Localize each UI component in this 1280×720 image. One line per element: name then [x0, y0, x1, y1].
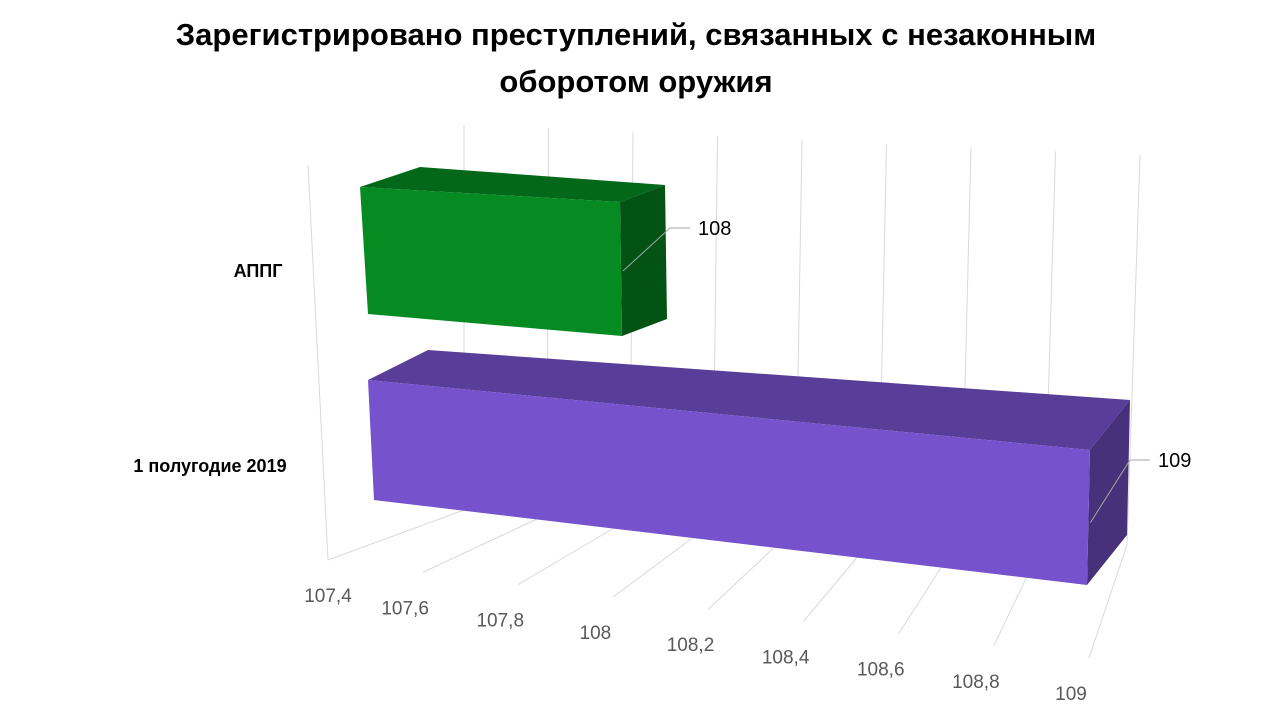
tick-label: 107,6	[381, 598, 429, 619]
category-label: 1 полугодие 2019	[133, 456, 286, 476]
category-label: АППГ	[234, 261, 283, 281]
bar-1	[368, 350, 1130, 585]
tick-label: 109	[1055, 684, 1087, 705]
bars	[360, 167, 1130, 585]
gridline-floor	[327, 509, 465, 561]
bar-front-face	[368, 380, 1090, 585]
data-labels: 108 109	[622, 218, 1191, 523]
bar-top-face	[360, 167, 665, 202]
bar-side-face	[1087, 400, 1130, 585]
tick-label: 107,8	[476, 611, 524, 632]
data-label: 108	[698, 218, 731, 240]
side-wall-edge	[307, 164, 329, 561]
bar-side-face	[620, 185, 667, 336]
chart-title-line-2: оборотом оружия	[499, 64, 772, 99]
data-label: 109	[1158, 450, 1191, 472]
data-label-leader	[1090, 459, 1150, 523]
tick-label: 108,4	[762, 647, 810, 668]
axis-floor	[307, 164, 329, 561]
gridline-floor	[1088, 544, 1128, 659]
tick-labels: 107,4 107,6 107,8 108 108,2 108,4 108,6 108,8 10…	[304, 586, 1087, 705]
gridline-floor	[422, 513, 548, 573]
tick-label: 108,6	[857, 660, 905, 681]
tick-label: 107,4	[304, 586, 352, 607]
tick-label: 108,2	[667, 635, 715, 656]
bar-0	[360, 167, 667, 336]
bar-front-face	[360, 187, 622, 336]
chart-title-line-1: Зарегистрировано преступлений, связанных…	[176, 17, 1096, 52]
data-label-leader	[622, 227, 690, 272]
gridline-vertical	[1126, 154, 1141, 546]
tick-label: 108,8	[952, 672, 1000, 693]
tick-label: 108	[580, 623, 612, 644]
bar-top-face	[368, 350, 1130, 450]
category-labels: АППГ 1 полугодие 2019	[133, 261, 286, 476]
gridline-floor	[517, 518, 631, 585]
